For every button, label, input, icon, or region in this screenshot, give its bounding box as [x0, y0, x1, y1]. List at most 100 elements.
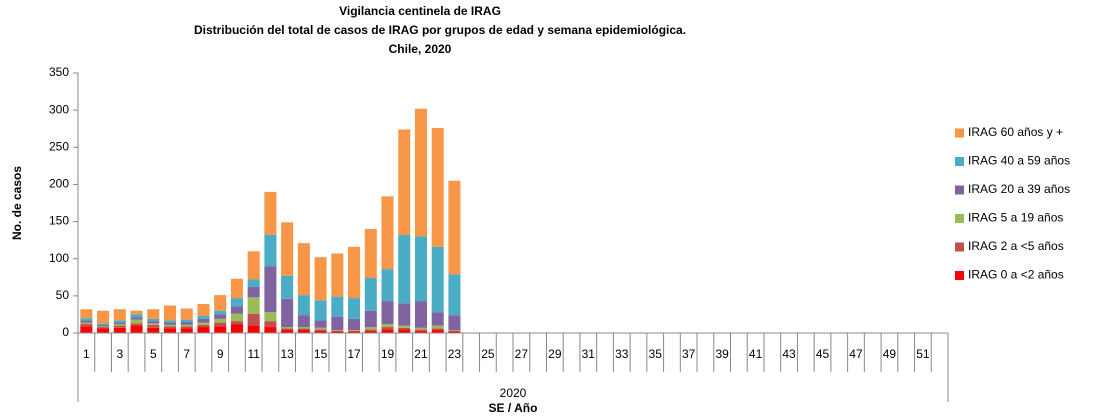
- chart-title: Distribución del total de casos de IRAG …: [194, 23, 686, 37]
- bar-segment: [214, 318, 227, 323]
- bar-segment: [214, 295, 227, 311]
- bar-segment: [297, 295, 310, 316]
- x-tick-label: 27: [515, 347, 529, 361]
- bar-segment: [147, 323, 160, 325]
- bar-segment: [398, 303, 411, 326]
- legend-swatch: [955, 214, 964, 223]
- x-tick-label: 33: [615, 347, 629, 361]
- bar-segment: [113, 325, 126, 328]
- x-tick-label: 21: [414, 347, 428, 361]
- bar-segment: [281, 222, 294, 276]
- x-tick-label: 47: [849, 347, 863, 361]
- bar-segment: [414, 330, 428, 333]
- x-tick-label: 7: [183, 347, 190, 361]
- bar-segment: [80, 322, 93, 325]
- bar-segment: [431, 328, 444, 331]
- chart-title: Chile, 2020: [389, 42, 452, 56]
- x-tick-label: 31: [582, 347, 596, 361]
- bar-segment: [381, 269, 394, 302]
- y-tick-label: 350: [49, 65, 69, 79]
- bar-segment: [180, 326, 193, 329]
- bar-segment: [348, 298, 361, 319]
- bar-segment: [230, 321, 243, 325]
- bar-segment: [331, 330, 344, 331]
- x-tick-label: 39: [715, 347, 729, 361]
- bar-segment: [431, 330, 444, 333]
- bar-segment: [214, 322, 227, 327]
- bar-segment: [80, 326, 93, 333]
- bar-segment: [80, 324, 93, 327]
- bar-segment: [247, 279, 260, 287]
- legend-swatch: [955, 157, 964, 166]
- bar-segment: [264, 312, 277, 322]
- bar-segment: [264, 191, 277, 235]
- legend-label: IRAG 0 a <2 años: [968, 268, 1064, 282]
- x-tick-label: 49: [883, 347, 897, 361]
- bar-segment: [331, 316, 344, 331]
- bar-segment: [97, 328, 110, 333]
- bar-segment: [331, 330, 344, 332]
- y-tick-label: 200: [49, 177, 69, 191]
- bar-segment: [130, 325, 143, 333]
- bar-segment: [147, 324, 160, 328]
- bar-segment: [180, 319, 193, 322]
- x-tick-label: 51: [916, 347, 930, 361]
- bar-segment: [197, 324, 210, 328]
- bar-segment: [297, 243, 310, 296]
- legend-label: IRAG 2 a <5 años: [968, 239, 1064, 253]
- x-axis-title: SE / Año: [489, 401, 538, 415]
- bar-segment: [264, 321, 277, 328]
- bar-segment: [180, 328, 193, 333]
- x-tick-label: 3: [116, 347, 123, 361]
- bar-segment: [297, 328, 310, 331]
- bar-segment: [448, 331, 461, 333]
- bar-segment: [130, 323, 143, 326]
- bar-segment: [147, 321, 160, 324]
- bar-segment: [431, 312, 444, 326]
- bar-segment: [214, 314, 227, 319]
- bar-segment: [398, 329, 411, 333]
- bar-segment: [247, 251, 260, 280]
- bar-segment: [297, 330, 310, 333]
- bar-segment: [247, 325, 260, 333]
- legend-label: IRAG 60 años y +: [968, 125, 1063, 139]
- x-tick-label: 17: [347, 347, 361, 361]
- bar-segment: [97, 310, 110, 324]
- bar-segment: [364, 278, 377, 311]
- y-tick-label: 150: [49, 214, 69, 228]
- bar-segment: [414, 236, 428, 302]
- bar-segment: [381, 329, 394, 333]
- bar-segment: [314, 329, 327, 331]
- y-tick-label: 100: [49, 251, 69, 265]
- bar-segment: [264, 266, 277, 313]
- bar-segment: [247, 297, 260, 314]
- y-tick-label: 0: [62, 325, 69, 339]
- bar-segment: [230, 313, 243, 322]
- bar-segment: [348, 330, 361, 332]
- bar-segment: [431, 246, 444, 313]
- bar-segment: [314, 327, 327, 330]
- bar-segment: [80, 318, 93, 321]
- bar-segment: [130, 314, 143, 318]
- bar-segment: [331, 296, 344, 317]
- x-tick-label: 43: [782, 347, 796, 361]
- bar-segment: [163, 320, 177, 323]
- bar-segment: [147, 327, 160, 333]
- bar-segment: [230, 298, 243, 307]
- bar-segment: [180, 324, 193, 327]
- legend-label: IRAG 5 a 19 años: [968, 211, 1063, 225]
- x-tick-label: 35: [649, 347, 663, 361]
- bar-segment: [448, 274, 461, 316]
- bar-segment: [230, 306, 243, 314]
- bar-segment: [97, 323, 110, 325]
- bar-segment: [431, 127, 444, 247]
- legend-swatch: [955, 128, 964, 138]
- x-tick-label: 13: [280, 347, 294, 361]
- x-tick-label: 41: [749, 347, 763, 361]
- bar-segment: [281, 275, 294, 299]
- bar-segment: [180, 321, 193, 325]
- bar-segment: [97, 327, 110, 329]
- x-tick-label: 25: [481, 347, 495, 361]
- bar-segment: [398, 129, 411, 235]
- bar-segment: [414, 329, 428, 331]
